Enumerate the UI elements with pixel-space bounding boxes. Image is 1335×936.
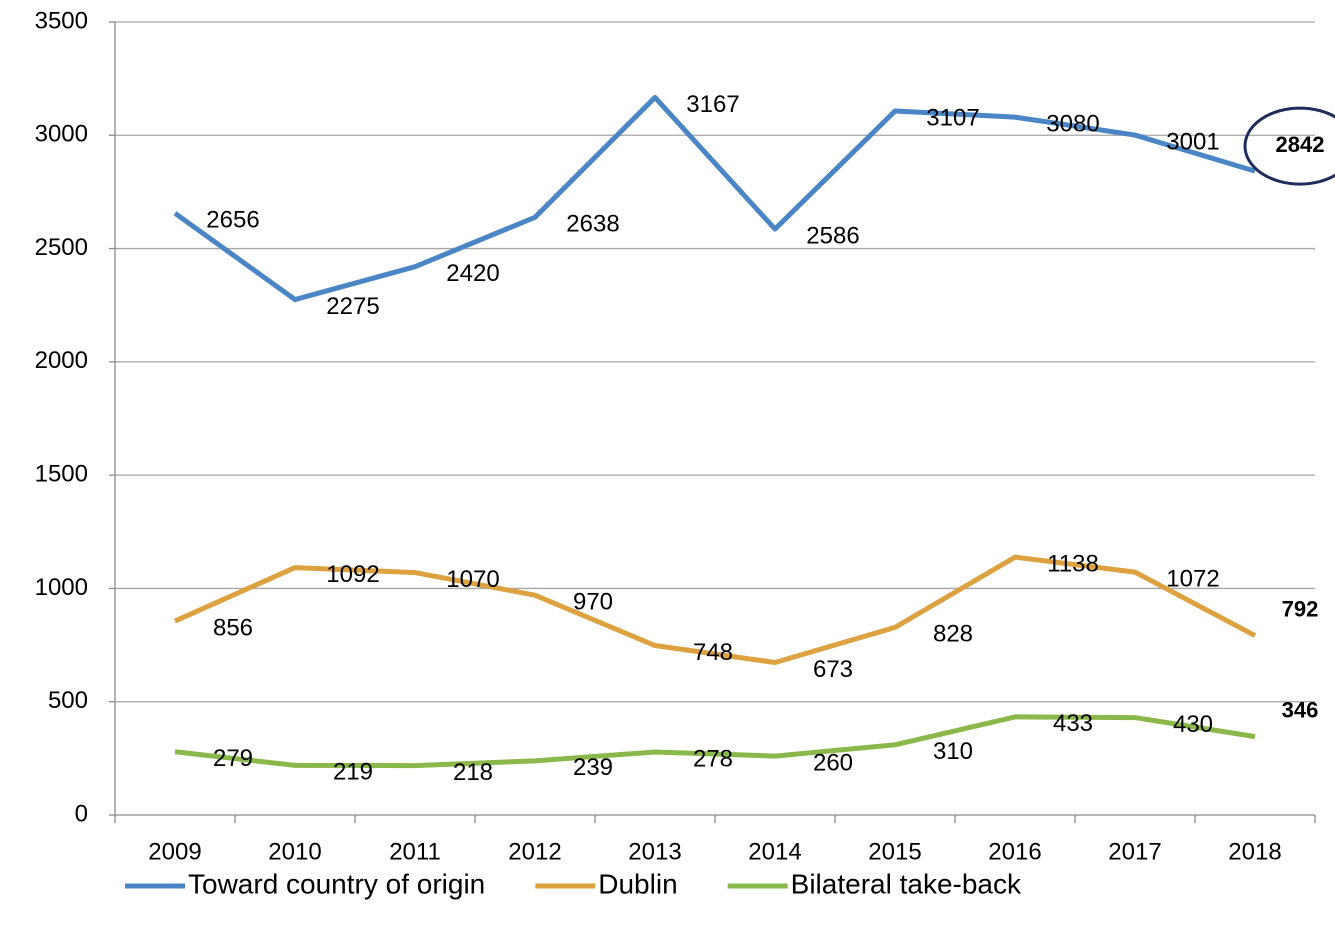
data-label: 970: [573, 589, 613, 616]
x-tick-label: 2014: [748, 838, 801, 865]
y-tick-label: 500: [48, 687, 88, 714]
data-label: 3107: [926, 104, 979, 131]
y-tick-label: 2000: [35, 347, 88, 374]
x-tick-label: 2017: [1108, 838, 1161, 865]
highlight-circle: [1243, 106, 1335, 186]
legend-label: Bilateral take-back: [791, 868, 1022, 899]
x-tick-label: 2010: [268, 838, 321, 865]
x-tick-label: 2013: [628, 838, 681, 865]
x-tick-label: 2012: [508, 838, 561, 865]
data-label: 3080: [1046, 111, 1099, 138]
data-label: 430: [1173, 711, 1213, 738]
data-label: 792: [1282, 596, 1319, 621]
series-line: [173, 554, 1257, 666]
data-label: 748: [693, 639, 733, 666]
y-tick-label: 1500: [35, 460, 88, 487]
data-label: 856: [213, 614, 253, 641]
series-line: [174, 714, 1256, 769]
data-label: 218: [453, 759, 493, 786]
data-label: 2275: [326, 293, 379, 320]
y-tick-label: 1000: [35, 574, 88, 601]
y-tick-label: 2500: [35, 234, 88, 261]
data-label: 2656: [206, 207, 259, 234]
x-tick-label: 2018: [1228, 838, 1281, 865]
data-label: 310: [933, 738, 973, 765]
data-label: 1072: [1166, 565, 1219, 592]
data-label: 2638: [566, 211, 619, 238]
data-label: 3001: [1166, 128, 1219, 155]
data-label: 673: [813, 656, 853, 683]
data-label: 1092: [326, 561, 379, 588]
data-label: 433: [1053, 710, 1093, 737]
x-tick-label: 2011: [389, 838, 441, 865]
data-label: 2586: [806, 222, 859, 249]
data-label: 828: [933, 621, 973, 648]
data-label: 2842: [1276, 132, 1325, 157]
data-label: 239: [573, 754, 613, 781]
data-label: 3167: [686, 91, 739, 118]
y-tick-label: 3000: [35, 121, 88, 148]
data-label: 260: [813, 749, 853, 776]
x-tick-label: 2016: [988, 838, 1041, 865]
data-label: 279: [213, 745, 253, 772]
data-label: 1070: [446, 566, 499, 593]
y-tick-label: 3500: [35, 7, 88, 34]
x-tick-label: 2009: [148, 838, 201, 865]
data-label: 346: [1282, 697, 1319, 722]
data-label: 219: [333, 759, 373, 786]
data-label: 1138: [1047, 551, 1099, 578]
data-label: 2420: [446, 260, 499, 287]
series-line: [173, 94, 1256, 303]
data-label: 278: [693, 745, 733, 772]
legend-label: Toward country of origin: [188, 868, 485, 899]
y-tick-label: 0: [75, 800, 88, 827]
x-tick-label: 2015: [868, 838, 921, 865]
legend-label: Dublin: [598, 868, 677, 899]
